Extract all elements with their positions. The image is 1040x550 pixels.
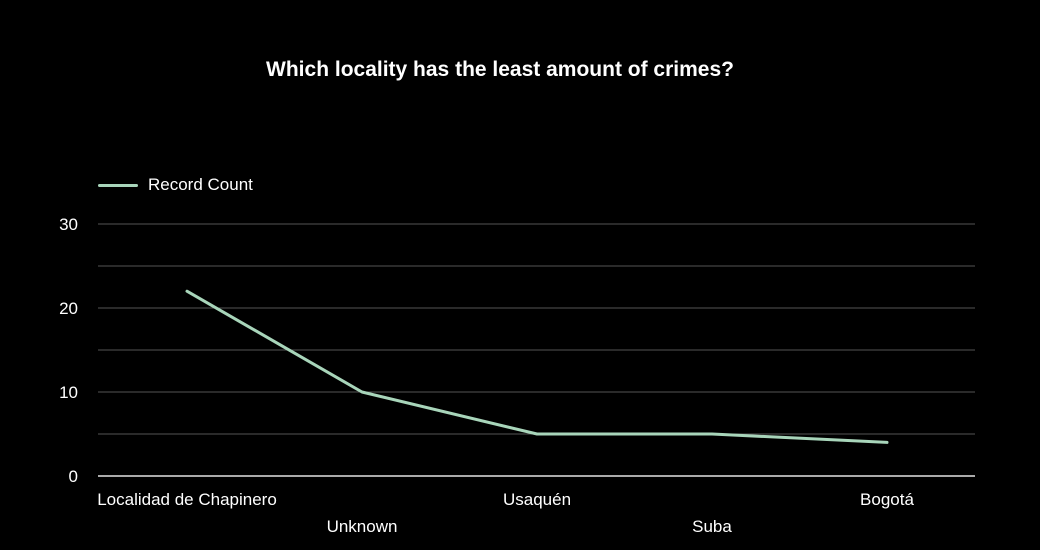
x-tick-label-0: Localidad de Chapinero	[97, 490, 277, 509]
data-point-1[interactable]	[358, 388, 366, 396]
x-tick-label-1: Unknown	[327, 517, 398, 536]
x-tick-label-2: Usaquén	[503, 490, 571, 509]
data-point-0[interactable]	[183, 287, 191, 295]
x-tick-label-3: Suba	[692, 517, 732, 536]
y-tick-label-0: 0	[69, 467, 78, 486]
x-tick-label-4: Bogotá	[860, 490, 914, 509]
legend[interactable]: Record Count	[98, 175, 253, 195]
y-tick-label-20: 20	[59, 299, 78, 318]
data-point-3[interactable]	[708, 430, 716, 438]
series-line-record-count	[185, 289, 889, 444]
data-point-4[interactable]	[883, 438, 891, 446]
data-point-2[interactable]	[533, 430, 541, 438]
y-tick-label-10: 10	[59, 383, 78, 402]
chart-title: Which locality has the least amount of c…	[266, 58, 734, 81]
legend-label-record-count: Record Count	[148, 175, 253, 194]
legend-swatch-record-count	[98, 183, 138, 187]
y-tick-label-30: 30	[59, 215, 78, 234]
